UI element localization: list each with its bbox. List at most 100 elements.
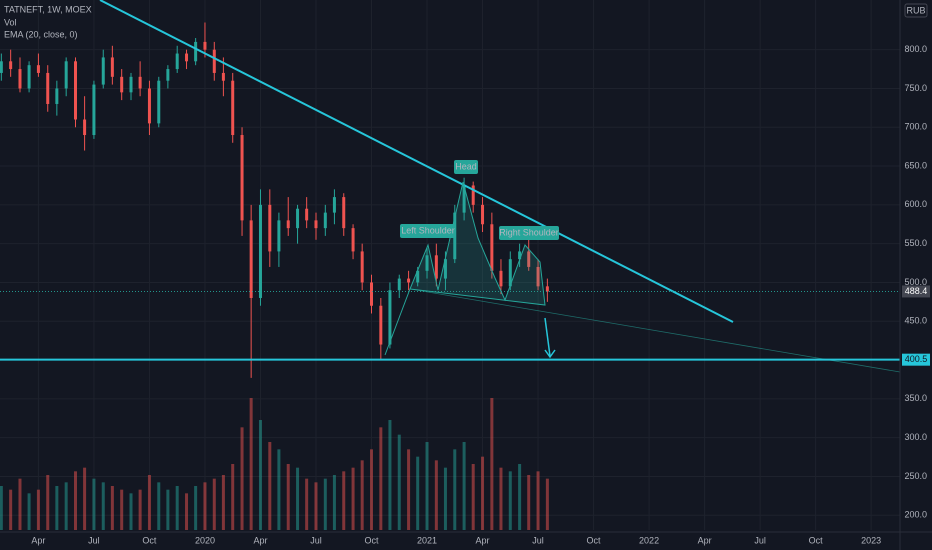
volume-bar (231, 464, 235, 530)
candle-body (231, 80, 235, 136)
candle-body (277, 220, 281, 252)
volume-bar (323, 478, 327, 530)
candles (0, 22, 549, 378)
volume-bar (471, 464, 475, 530)
last-price-box (902, 285, 930, 298)
indicator: Vol (4, 17, 17, 27)
x-tick-label: Jul (532, 535, 544, 545)
candle-body (397, 278, 401, 291)
candle-body (55, 88, 59, 104)
candle-body (92, 84, 96, 136)
candle-body (536, 266, 540, 287)
candle-body (240, 135, 244, 221)
candle-body (379, 305, 383, 345)
x-tick-label: Apr (698, 535, 712, 545)
currency-box[interactable] (904, 3, 928, 18)
arrow-head (544, 349, 556, 359)
volume-bar (64, 482, 68, 530)
volume-bar (508, 471, 512, 530)
label: Head (455, 161, 477, 171)
candle-body (508, 259, 512, 287)
candle-body (9, 61, 13, 70)
x-tick-label: Oct (142, 535, 157, 545)
last-price: 488.4 (905, 286, 928, 296)
candle-body (0, 61, 3, 73)
y-tick-label: 600.0 (904, 199, 927, 209)
candle-body (64, 61, 68, 89)
candle-body (157, 80, 161, 124)
candle-body (314, 220, 318, 229)
y-tick-label: 300.0 (904, 432, 927, 442)
volume-bar (18, 478, 22, 530)
volume-bar (9, 489, 13, 530)
candle-body (471, 185, 475, 205)
candle-body (138, 76, 142, 89)
candle-body (545, 286, 549, 292)
volume-bar (370, 449, 374, 530)
candle-body (425, 255, 429, 271)
candle-body (194, 41, 198, 62)
volume-bar (545, 478, 549, 530)
y-tick-label: 800.0 (904, 44, 927, 54)
volume-bar (360, 460, 364, 530)
candle-body (296, 208, 300, 229)
y-tick-label: 200.0 (904, 510, 927, 520)
x-tick-label: Apr (31, 535, 45, 545)
volume-bar (46, 475, 50, 530)
candle-body (360, 251, 364, 283)
label: Left Shoulder (401, 225, 455, 235)
x-tick-label: 2021 (417, 535, 437, 545)
y-tick-label: 250.0 (904, 471, 927, 481)
volume-bar (351, 467, 355, 530)
y-tick-label: 450.0 (904, 316, 927, 326)
label: Right Shoulder (499, 227, 559, 237)
volume-bar (147, 475, 151, 530)
candle-body (499, 270, 503, 287)
volume-bar (157, 482, 161, 530)
x-tick-label: 2020 (195, 535, 215, 545)
volume-bar (55, 486, 59, 530)
pattern-shape (409, 181, 546, 306)
candle-body (286, 220, 290, 229)
currency[interactable]: RUB (906, 5, 925, 15)
volume-bar (138, 489, 142, 530)
candle-body (332, 197, 336, 213)
volume-bar (434, 460, 438, 530)
x-tick-label: 2023 (861, 535, 881, 545)
support-price-box (902, 353, 930, 366)
candle-body (175, 53, 179, 70)
candle-body (527, 251, 531, 267)
volume-bar (27, 493, 31, 530)
candle-body (166, 69, 170, 81)
volume-bar (120, 489, 124, 530)
volume-bar (221, 475, 225, 530)
x-tick-label: Oct (587, 535, 602, 545)
indicator: EMA (20, close, 0) (4, 29, 78, 39)
arrow (544, 317, 551, 357)
candle-body (110, 57, 114, 77)
candle-body (323, 212, 327, 229)
y-tick-label: 350.0 (904, 393, 927, 403)
candle-body (221, 72, 225, 81)
volume-bar (36, 489, 40, 530)
volume-bar (481, 456, 485, 530)
volume-bar (258, 420, 262, 530)
x-tick-label: Apr (253, 535, 267, 545)
volume-bar (277, 449, 281, 530)
volume-bar (407, 449, 411, 530)
candle-body (370, 282, 374, 306)
volume-bar (203, 482, 207, 530)
candle-body (518, 251, 522, 260)
volume-bar (499, 467, 503, 530)
candle-body (305, 208, 309, 221)
volume-bar (83, 467, 87, 530)
volume-bar (490, 398, 494, 530)
head-label: Head (454, 160, 478, 174)
x-tick-label: Oct (364, 535, 379, 545)
candle-body (185, 53, 189, 62)
x-tick-label: Jul (754, 535, 766, 545)
volume-bar (314, 482, 318, 530)
volume-bar (342, 471, 346, 530)
candle-body (73, 61, 77, 120)
